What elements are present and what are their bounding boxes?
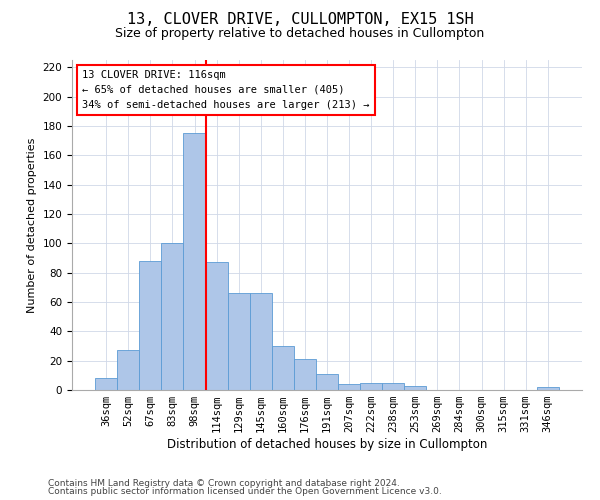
Text: Contains HM Land Registry data © Crown copyright and database right 2024.: Contains HM Land Registry data © Crown c…	[48, 478, 400, 488]
Bar	[161, 244, 184, 390]
Text: Size of property relative to detached houses in Cullompton: Size of property relative to detached ho…	[115, 28, 485, 40]
Bar	[250, 293, 272, 390]
Bar	[537, 387, 559, 390]
Bar	[272, 346, 294, 390]
Text: 13 CLOVER DRIVE: 116sqm
← 65% of detached houses are smaller (405)
34% of semi-d: 13 CLOVER DRIVE: 116sqm ← 65% of detache…	[82, 70, 370, 110]
Bar	[294, 359, 316, 390]
Bar	[206, 262, 227, 390]
Text: 13, CLOVER DRIVE, CULLOMPTON, EX15 1SH: 13, CLOVER DRIVE, CULLOMPTON, EX15 1SH	[127, 12, 473, 28]
X-axis label: Distribution of detached houses by size in Cullompton: Distribution of detached houses by size …	[167, 438, 487, 451]
Bar	[227, 293, 250, 390]
Bar	[184, 134, 206, 390]
Bar	[382, 382, 404, 390]
Bar	[404, 386, 427, 390]
Y-axis label: Number of detached properties: Number of detached properties	[27, 138, 37, 312]
Bar	[95, 378, 117, 390]
Bar	[360, 382, 382, 390]
Bar	[316, 374, 338, 390]
Bar	[117, 350, 139, 390]
Bar	[139, 261, 161, 390]
Bar	[338, 384, 360, 390]
Text: Contains public sector information licensed under the Open Government Licence v3: Contains public sector information licen…	[48, 487, 442, 496]
